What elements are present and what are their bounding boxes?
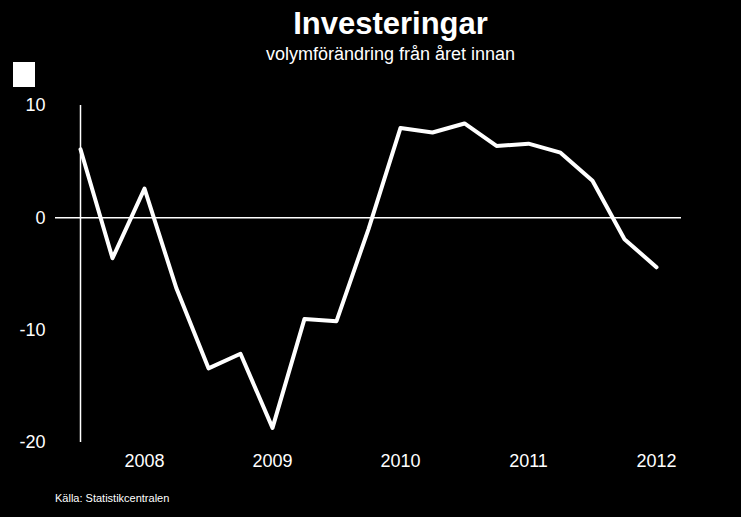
svg-text:2009: 2009 [252,451,292,471]
html-text:Investeringar: Investeringar [293,6,488,41]
svg-text:2012: 2012 [636,451,676,471]
svg-text:-20: -20 [19,432,45,452]
svg-text:2008: 2008 [124,451,164,471]
svg-text:0: 0 [35,208,45,228]
svg-text:2011: 2011 [509,451,548,471]
svg-text:10: 10 [25,95,45,115]
svg-text:2010: 2010 [380,451,420,471]
svg-text:-10: -10 [19,320,45,340]
html-text:volymförändring från året inna: volymförändring från året innan [265,44,516,64]
html-text:Källa: Statistikcentralen: Källa: Statistikcentralen [55,492,170,504]
